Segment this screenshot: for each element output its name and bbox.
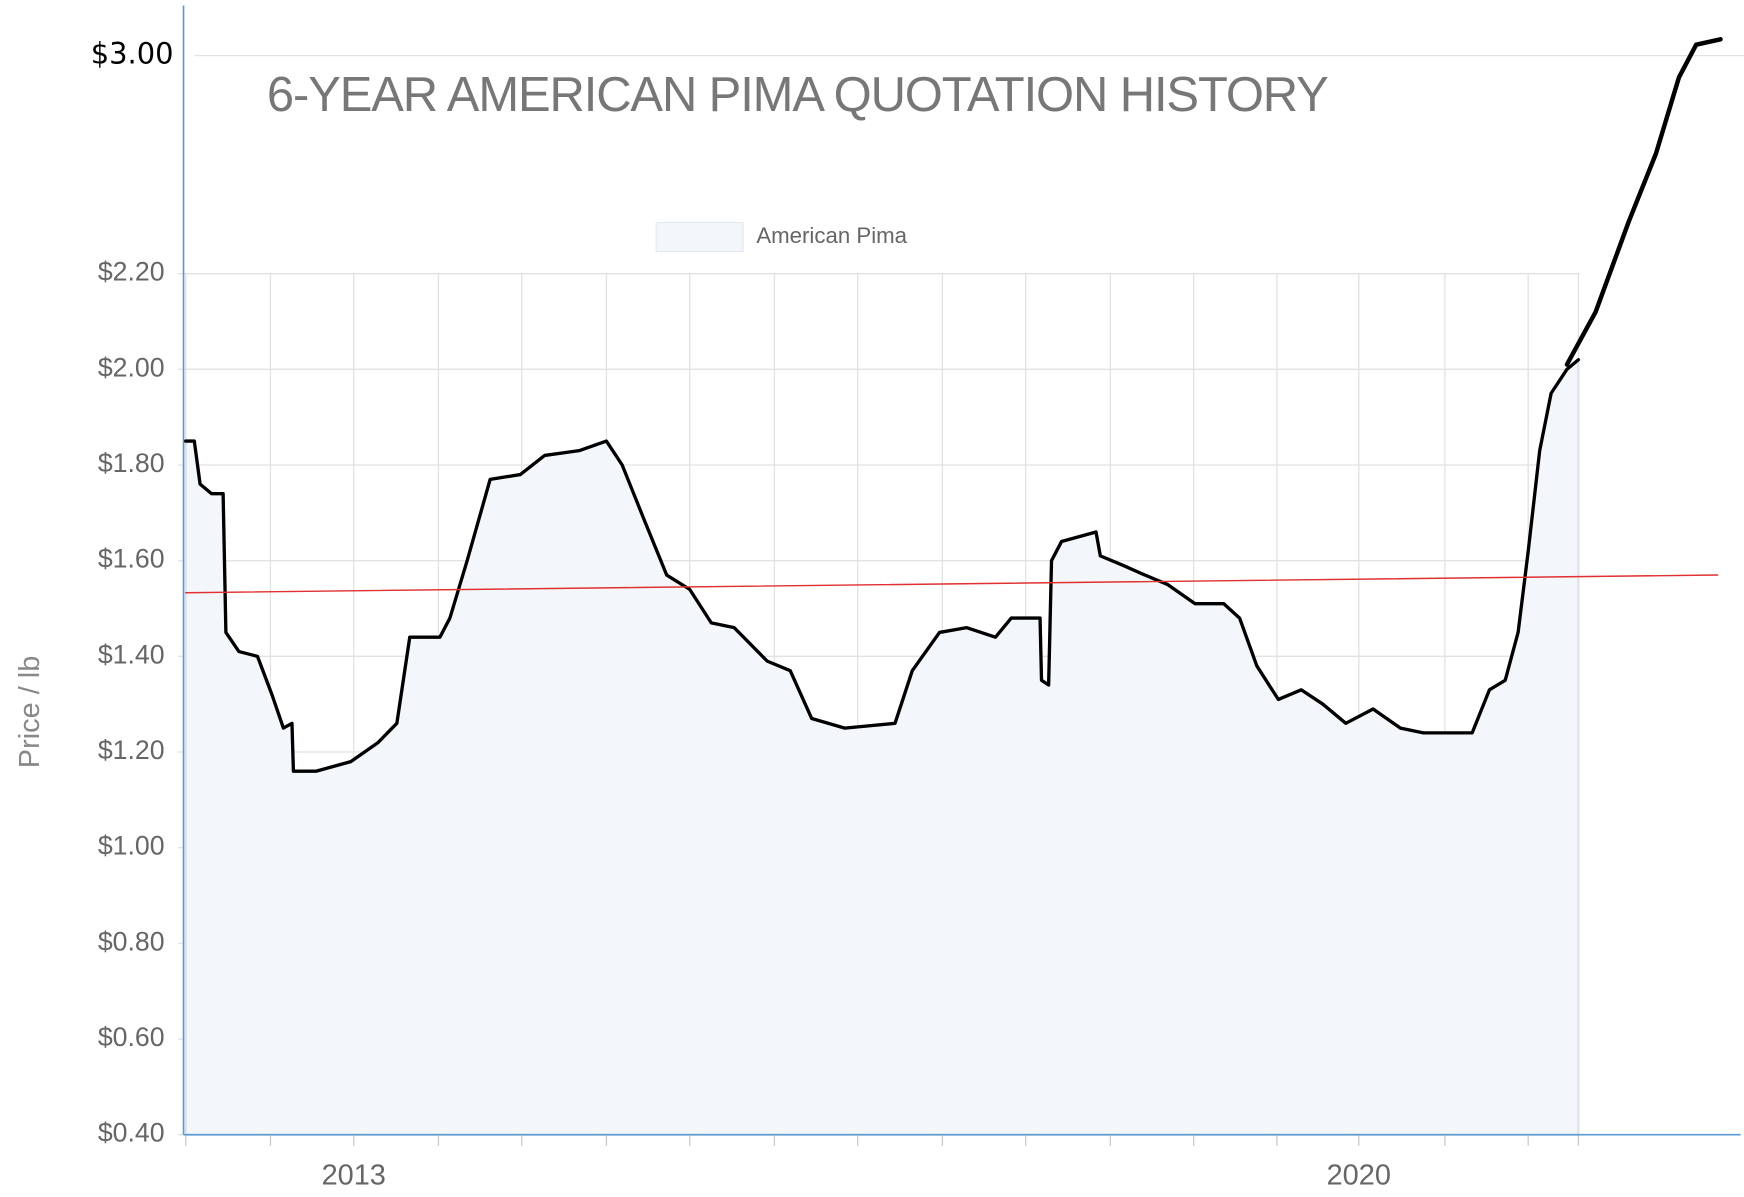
- price-line: [1564, 37, 1723, 367]
- x-tick-label: 2013: [322, 1160, 386, 1192]
- y-tick-label: $3.00: [91, 37, 174, 71]
- y-axis-label: Price / lb: [14, 656, 46, 768]
- price-line: [184, 358, 1581, 773]
- y-tick-label: $2.00: [98, 352, 165, 382]
- trend-line: [185, 574, 1719, 594]
- y-tick-label: $2.20: [98, 257, 165, 287]
- y-tick-label: $1.40: [98, 639, 165, 669]
- y-tick-label: $0.40: [98, 1118, 165, 1148]
- legend-swatch: [655, 221, 744, 252]
- legend-label: American Pima: [756, 223, 907, 248]
- y-tick-label: $1.80: [98, 448, 165, 478]
- chart-title: 6-YEAR AMERICAN PIMA QUOTATION HISTORY: [267, 68, 1328, 122]
- x-tick-label: 2020: [1327, 1160, 1391, 1192]
- y-tick-label: $1.00: [98, 831, 165, 861]
- y-tick-label: $0.80: [98, 926, 165, 956]
- area: [184, 357, 1580, 1136]
- y-tick-label: $1.60: [98, 544, 165, 574]
- y-tick-label: $0.60: [98, 1022, 165, 1052]
- grid-layer: [177, 54, 1744, 1136]
- y-tick-label: $1.20: [98, 735, 165, 765]
